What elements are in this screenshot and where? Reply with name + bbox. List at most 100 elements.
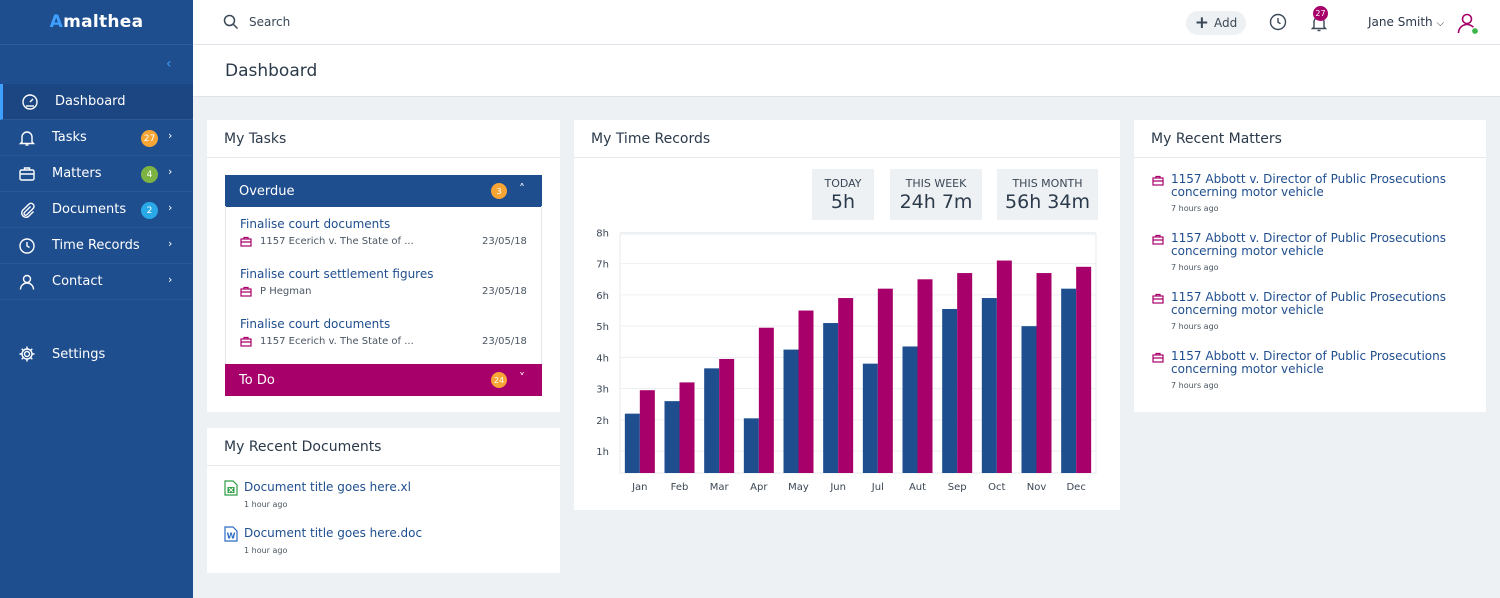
matter-item[interactable]: 1157 Abbott v. Director of Public Prosec… (1152, 350, 1452, 390)
panel-title: My Time Records (574, 120, 1120, 158)
x-tick-label: Nov (1027, 482, 1047, 493)
briefcase-icon (1152, 175, 1164, 186)
user-icon (19, 274, 35, 290)
sidebar-item-label: Matters (52, 166, 102, 181)
sidebar-item-time-records[interactable]: Time Records › (0, 228, 193, 264)
dashboard-icon (22, 94, 38, 110)
bar-series-2-jan (639, 390, 655, 473)
my-tasks-panel: My Tasks Overdue 3 ˄ Finalise court docu… (207, 120, 560, 412)
matter-title: 1157 Abbott v. Director of Public Prosec… (1171, 231, 1447, 245)
user-menu[interactable]: Jane Smith ⌵ (1368, 15, 1444, 29)
matter-item[interactable]: 1157 Abbott v. Director of Public Prosec… (1152, 232, 1452, 272)
bar-series-2-may (798, 310, 814, 473)
bar-series-2-jun (838, 298, 854, 473)
my-time-records-panel: My Time Records TODAY 5h THIS WEEK 24h 7… (574, 120, 1120, 510)
sidebar-item-tasks[interactable]: Tasks 27 › (0, 120, 193, 156)
briefcase-icon (19, 167, 35, 181)
task-item[interactable]: Finalise court documents 1157 Ecerich v.… (240, 217, 530, 247)
sidebar-item-documents[interactable]: Documents 2 › (0, 192, 193, 228)
bell-icon (18, 131, 36, 146)
this-week-stat: THIS WEEK 24h 7m (890, 169, 982, 220)
y-tick-label: 2h (596, 416, 609, 427)
todo-label: To Do (239, 372, 275, 388)
matter-time: 7 hours ago (1171, 204, 1219, 213)
clock-icon[interactable] (1269, 13, 1287, 31)
bar-series-2-oct (996, 260, 1012, 473)
document-time: 1 hour ago (244, 500, 288, 509)
sidebar-item-dashboard[interactable]: Dashboard (0, 84, 193, 120)
matter-subtitle: concerning motor vehicle (1171, 244, 1324, 258)
sidebar-item-label: Tasks (52, 130, 87, 145)
sidebar-item-contact[interactable]: Contact › (0, 264, 193, 300)
panel-title: My Tasks (207, 120, 560, 158)
bar-series-2-jul (877, 288, 893, 473)
y-tick-label: 3h (596, 385, 609, 396)
chevron-down-icon: ⌵ (1436, 18, 1445, 29)
document-item[interactable]: Document title goes here.xl 1 hour ago (224, 480, 411, 509)
task-date: 23/05/18 (482, 286, 527, 297)
bar-series-1-mar (704, 368, 720, 473)
y-tick-label: 4h (596, 353, 609, 364)
todo-section-header[interactable]: To Do 24 ˅ (225, 364, 542, 396)
task-title: Finalise court documents (240, 217, 391, 231)
word-file-icon: W (224, 526, 238, 542)
briefcase-icon (1152, 352, 1164, 363)
bar-series-2-nov (1036, 273, 1052, 473)
today-stat: TODAY 5h (812, 169, 874, 220)
bar-series-1-jun (823, 323, 839, 473)
matter-item[interactable]: 1157 Abbott v. Director of Public Prosec… (1152, 173, 1452, 213)
plus-icon: + (1194, 13, 1209, 33)
matter-item[interactable]: 1157 Abbott v. Director of Public Prosec… (1152, 291, 1452, 331)
add-button[interactable]: + Add (1186, 11, 1246, 35)
briefcase-icon (240, 286, 252, 297)
x-tick-label: Mar (710, 482, 730, 493)
bar-series-2-dec (1076, 266, 1092, 473)
excel-file-icon (224, 480, 238, 496)
sidebar-item-matters[interactable]: Matters 4 › (0, 156, 193, 192)
panel-title: My Recent Matters (1134, 120, 1486, 158)
x-tick-label: Apr (750, 482, 768, 493)
this-month-stat: THIS MONTH 56h 34m (997, 169, 1098, 220)
task-matter: 1157 Ecerich v. The State of ... (260, 236, 414, 247)
collapse-sidebar-icon[interactable]: ‹ (166, 56, 172, 72)
briefcase-icon (240, 336, 252, 347)
add-label: Add (1214, 16, 1238, 30)
bar-series-1-nov (1021, 326, 1037, 473)
stat-value: 24h 7m (899, 191, 973, 213)
task-date: 23/05/18 (482, 336, 527, 347)
stat-label: THIS MONTH (1012, 177, 1083, 190)
document-item[interactable]: W Document title goes here.doc 1 hour ago (224, 526, 422, 555)
y-tick-label: 8h (596, 228, 609, 239)
bar-series-2-apr (758, 327, 774, 473)
briefcase-icon (240, 236, 252, 247)
notification-badge: 27 (1313, 6, 1328, 21)
matter-subtitle: concerning motor vehicle (1171, 362, 1324, 376)
documents-count-badge: 2 (141, 202, 158, 219)
bar-series-1-oct (981, 298, 997, 473)
search-input[interactable]: Search (223, 14, 290, 30)
x-tick-label: Oct (988, 482, 1005, 493)
stat-label: THIS WEEK (905, 177, 967, 190)
bar-series-2-sep (957, 273, 973, 473)
y-tick-label: 6h (596, 291, 609, 302)
y-tick-label: 5h (596, 322, 609, 333)
chevron-down-icon: ˅ (519, 371, 525, 385)
matter-time: 7 hours ago (1171, 381, 1219, 390)
document-name: Document title goes here.doc (244, 526, 423, 540)
matter-time: 7 hours ago (1171, 322, 1219, 331)
x-tick-label: Jun (829, 482, 846, 493)
briefcase-icon (1152, 234, 1164, 245)
avatar[interactable] (1455, 11, 1479, 35)
search-placeholder: Search (249, 15, 291, 29)
briefcase-icon (1152, 293, 1164, 304)
task-item[interactable]: Finalise court settlement figures P Hegm… (240, 267, 530, 297)
overdue-section-header[interactable]: Overdue 3 ˄ (225, 175, 542, 207)
sidebar-item-settings[interactable]: Settings (0, 336, 193, 372)
bar-series-1-aut (902, 346, 918, 473)
x-tick-label: Feb (671, 482, 689, 493)
x-tick-label: Aut (909, 482, 926, 493)
task-item[interactable]: Finalise court documents 1157 Ecerich v.… (240, 317, 530, 347)
task-title: Finalise court settlement figures (240, 267, 434, 281)
